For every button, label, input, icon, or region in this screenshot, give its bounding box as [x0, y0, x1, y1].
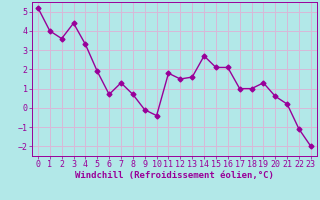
X-axis label: Windchill (Refroidissement éolien,°C): Windchill (Refroidissement éolien,°C) [75, 171, 274, 180]
